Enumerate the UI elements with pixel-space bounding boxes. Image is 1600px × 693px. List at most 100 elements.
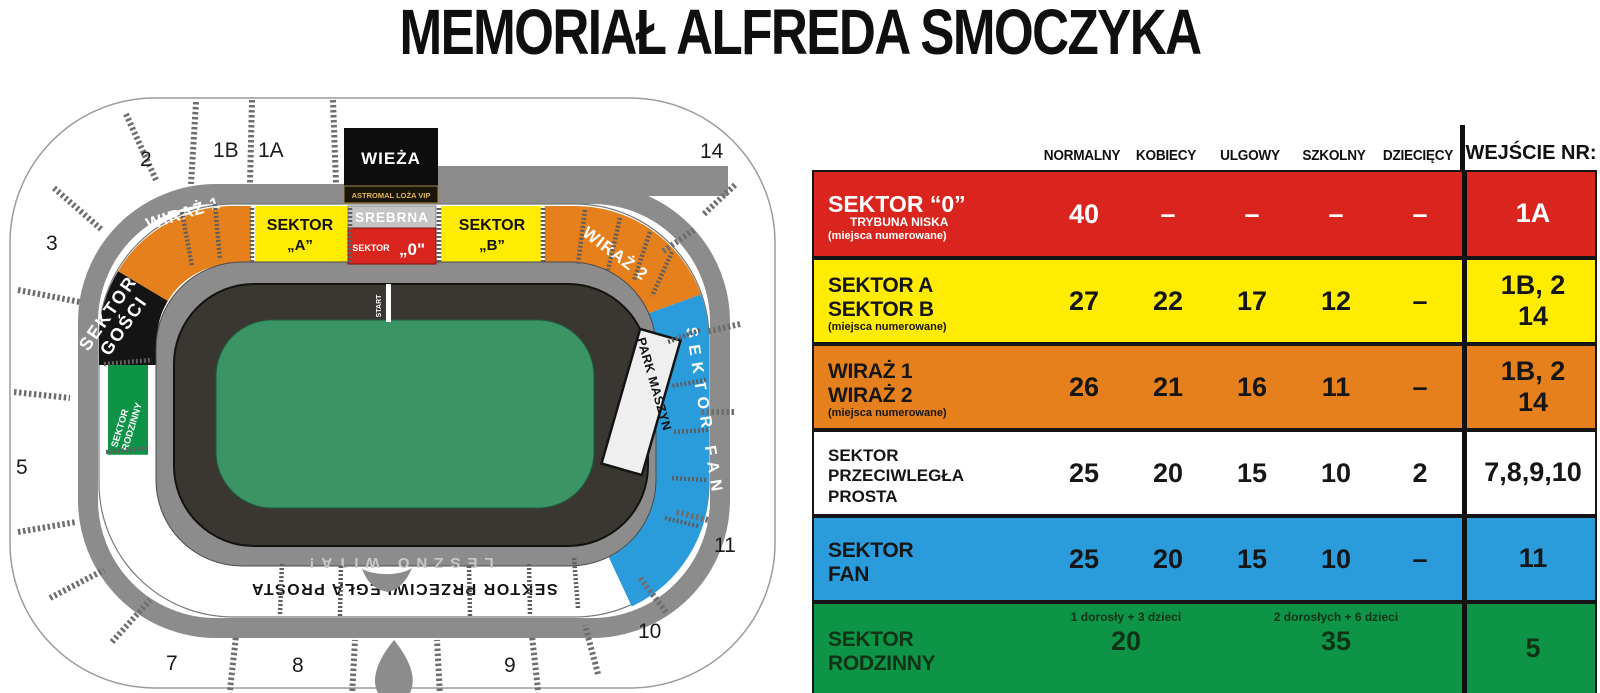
- price-table-header: NORMALNY KOBIECY ULGOWY SZKOLNY DZIECIĘC…: [812, 125, 1597, 170]
- price-szkolny: 11: [1321, 371, 1351, 402]
- sektor-b-name: „B”: [479, 237, 505, 254]
- page-title: MEMORIAŁ ALFREDA SMOCZYKA: [399, 0, 1203, 68]
- leaf-shape: [374, 640, 413, 693]
- column-header-normalny: NORMALNY: [1043, 148, 1121, 164]
- entrance-cell: 1B, 2 14: [1462, 260, 1599, 342]
- price-kobiecy: –: [1160, 198, 1176, 229]
- table-row-sektor-0: SEKTOR “0” TRYBUNA NISKA (miejsca numero…: [812, 170, 1597, 258]
- price-dzieciecy: –: [1412, 285, 1428, 316]
- column-header-ulgowy: ULGOWY: [1220, 148, 1280, 164]
- column-header-wejscie: WEJŚCIE NR:: [1460, 125, 1597, 170]
- gate-9: 9: [504, 654, 516, 677]
- row-label: SEKTOR: [828, 628, 914, 652]
- row-label-3: PROSTA: [828, 486, 898, 506]
- row-note: (miejsca numerowane): [828, 407, 947, 420]
- column-header-kobiecy: KOBIECY: [1135, 148, 1197, 164]
- price-normalny: 27: [1068, 285, 1100, 316]
- price-normalny: 26: [1068, 371, 1100, 402]
- start-label: START: [376, 294, 383, 318]
- park-maszyn-box: [599, 327, 683, 477]
- gate-1a: 1A: [258, 139, 284, 162]
- welcome-label: LESZNO WITA!: [302, 554, 493, 571]
- price-ulgowy: 15: [1236, 457, 1268, 488]
- price-dzieciecy: –: [1412, 543, 1428, 574]
- stand-sektor-rodzinny: [108, 215, 700, 610]
- price-dzieciecy: 2: [1412, 457, 1428, 488]
- price-szkolny: –: [1328, 198, 1344, 229]
- column-header-szkolny: SZKOLNY: [1302, 148, 1366, 164]
- gate-5: 5: [16, 456, 28, 479]
- price-normalny: 25: [1068, 543, 1100, 574]
- sektor-a-prefix: SEKTOR: [267, 217, 334, 234]
- row-label-2: RODZINNY: [828, 652, 936, 675]
- price-table: NORMALNY KOBIECY ULGOWY SZKOLNY DZIECIĘC…: [812, 125, 1597, 693]
- tower-label: WIEŻA: [361, 149, 421, 168]
- row-note: (miejsca numerowane): [828, 321, 947, 334]
- price-szkolny: 10: [1320, 457, 1352, 488]
- tower-box: [344, 128, 438, 186]
- stand-sektor-fan: [99, 206, 709, 619]
- entrance-cell: 1B, 2 14: [1462, 346, 1599, 428]
- gate-11: 11: [714, 534, 736, 557]
- row-label: SEKTOR A: [828, 274, 933, 298]
- access-road-14: [436, 166, 728, 196]
- price-ulgowy: 17: [1236, 285, 1268, 316]
- column-header-dzieciecy: DZIECIĘCY: [1382, 148, 1454, 164]
- sektor-a-name: „A”: [287, 237, 313, 254]
- stadium-map: START WIEŻA ASTROMAL LOŻA VIP SREBRNA SE…: [9, 97, 776, 693]
- start-line: [386, 284, 391, 322]
- sektor-b-prefix: SEKTOR: [459, 217, 526, 234]
- infield: [215, 319, 595, 509]
- gate-10: 10: [638, 620, 661, 643]
- price-normalny: 40: [1068, 198, 1100, 229]
- vip-box: [343, 185, 439, 204]
- row-label: SEKTOR: [828, 538, 914, 562]
- gate-14: 14: [700, 140, 724, 163]
- row-sublabel: TRYBUNA NISKA: [850, 215, 949, 230]
- row-label-2: PRZECIWLEGŁA: [828, 466, 964, 486]
- price-normalny: 25: [1068, 457, 1100, 488]
- sektor-0-prefix: SEKTOR: [352, 243, 390, 253]
- gate-1b: 1B: [213, 139, 239, 162]
- price-szkolny: 12: [1320, 285, 1352, 316]
- table-row-sektor-rodzinny: SEKTOR RODZINNY 1 dorosły + 3 dzieci 20 …: [812, 602, 1597, 693]
- row-label: SEKTOR: [828, 446, 899, 466]
- family-offer-1: 1 dorosły + 3 dzieci 20: [1070, 610, 1182, 656]
- price-szkolny: 10: [1320, 543, 1352, 574]
- gate-2: 2: [140, 148, 152, 171]
- table-row-sektor-a-b: SEKTOR A SEKTOR B (miejsca numerowane) 2…: [812, 258, 1597, 344]
- price-kobiecy: 22: [1152, 285, 1184, 316]
- price-ulgowy: 15: [1236, 543, 1268, 574]
- back-straight-label: SEKTOR PRZECIWLEGŁA PROSTA: [250, 580, 557, 597]
- price-dzieciecy: –: [1412, 371, 1428, 402]
- table-row-wiraz: WIRAŻ 1 WIRAŻ 2 (miejsca numerowane) 26 …: [812, 344, 1597, 430]
- entrance-cell: 7,8,9,10: [1462, 432, 1599, 514]
- entrance-cell: 1A: [1462, 172, 1599, 256]
- entrance-cell: 11: [1462, 518, 1599, 600]
- row-label: SEKTOR “0”: [828, 190, 966, 217]
- price-kobiecy: 21: [1152, 371, 1184, 402]
- price-kobiecy: 20: [1152, 457, 1184, 488]
- flame-shape: [362, 568, 412, 592]
- gate-8: 8: [292, 654, 304, 677]
- row-label-2: SEKTOR B: [828, 297, 934, 321]
- row-label-2: WIRAŻ 2: [828, 383, 913, 407]
- gate-3: 3: [46, 232, 58, 255]
- srebrna-label: SREBRNA: [355, 210, 429, 225]
- sektor-0-name: „0": [399, 240, 425, 259]
- entrance-cell: 5: [1462, 604, 1599, 693]
- row-label-2: FAN: [828, 562, 870, 586]
- vip-label: ASTROMAL LOŻA VIP: [352, 191, 431, 200]
- price-kobiecy: 20: [1152, 543, 1184, 574]
- table-row-przeciwlegla-prosta: SEKTOR PRZECIWLEGŁA PROSTA 25 20 15 10 2…: [812, 430, 1597, 516]
- price-ulgowy: 16: [1236, 371, 1268, 402]
- price-dzieciecy: –: [1412, 198, 1428, 229]
- fence-lines: [13, 99, 741, 693]
- gate-7: 7: [166, 652, 178, 675]
- family-offer-2: 2 dorosłych + 6 dzieci 35: [1273, 610, 1399, 656]
- row-label: WIRAŻ 1: [828, 360, 913, 384]
- row-note: (miejsca numerowane): [828, 229, 947, 242]
- gate-numbers: 2 1B 1A 14 3 5 7 8 9 10 11: [16, 139, 736, 677]
- table-row-sektor-fan: SEKTOR FAN 25 20 15 10 – 11: [812, 516, 1597, 602]
